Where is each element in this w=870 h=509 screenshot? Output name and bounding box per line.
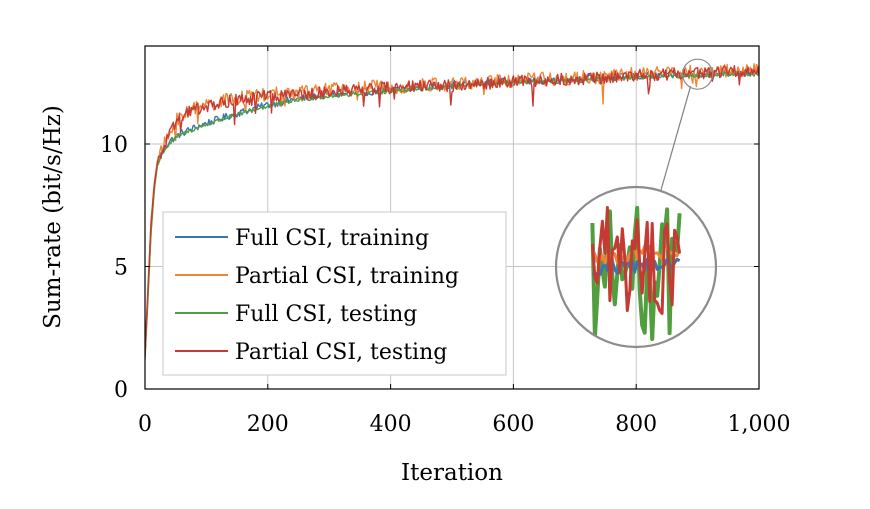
magnifier-series-4 [590, 206, 682, 315]
x-tick-label: 400 [370, 412, 412, 437]
legend-entry-label: Partial CSI, training [235, 264, 459, 289]
magnifier-border [554, 185, 718, 349]
series-layer [145, 63, 759, 360]
x-tick-label: 1,000 [728, 412, 791, 437]
legend-entry-label: Full CSI, training [235, 226, 429, 251]
magnifier-connector [660, 86, 692, 191]
legend-entry-label: Full CSI, testing [235, 302, 417, 327]
x-axis-label: Iteration [401, 460, 503, 486]
ticks [144, 46, 760, 390]
legend: Full CSI, training Partial CSI, training F… [162, 211, 507, 376]
y-tick-label: 5 [114, 256, 128, 281]
y-axis-label: Sum-rate (bit/s/Hz) [40, 105, 66, 329]
plot-frame [144, 45, 760, 390]
x-tick-label: 0 [138, 412, 152, 437]
tick-labels: 0 200 400 600 800 1,000 0 5 10 [100, 133, 790, 437]
x-tick-label: 600 [492, 412, 534, 437]
magnifier-content [556, 187, 716, 347]
legend-entry-label: Partial CSI, testing [235, 340, 447, 365]
magnifier-inset [554, 58, 718, 349]
x-tick-label: 800 [615, 412, 657, 437]
zoom-source-circle [681, 58, 714, 90]
series-line-4 [145, 65, 759, 355]
y-tick-label: 10 [100, 133, 128, 158]
series-line-2 [145, 63, 759, 353]
x-tick-label: 200 [247, 412, 289, 437]
legend-box [162, 211, 507, 376]
y-tick-label: 0 [114, 378, 128, 403]
